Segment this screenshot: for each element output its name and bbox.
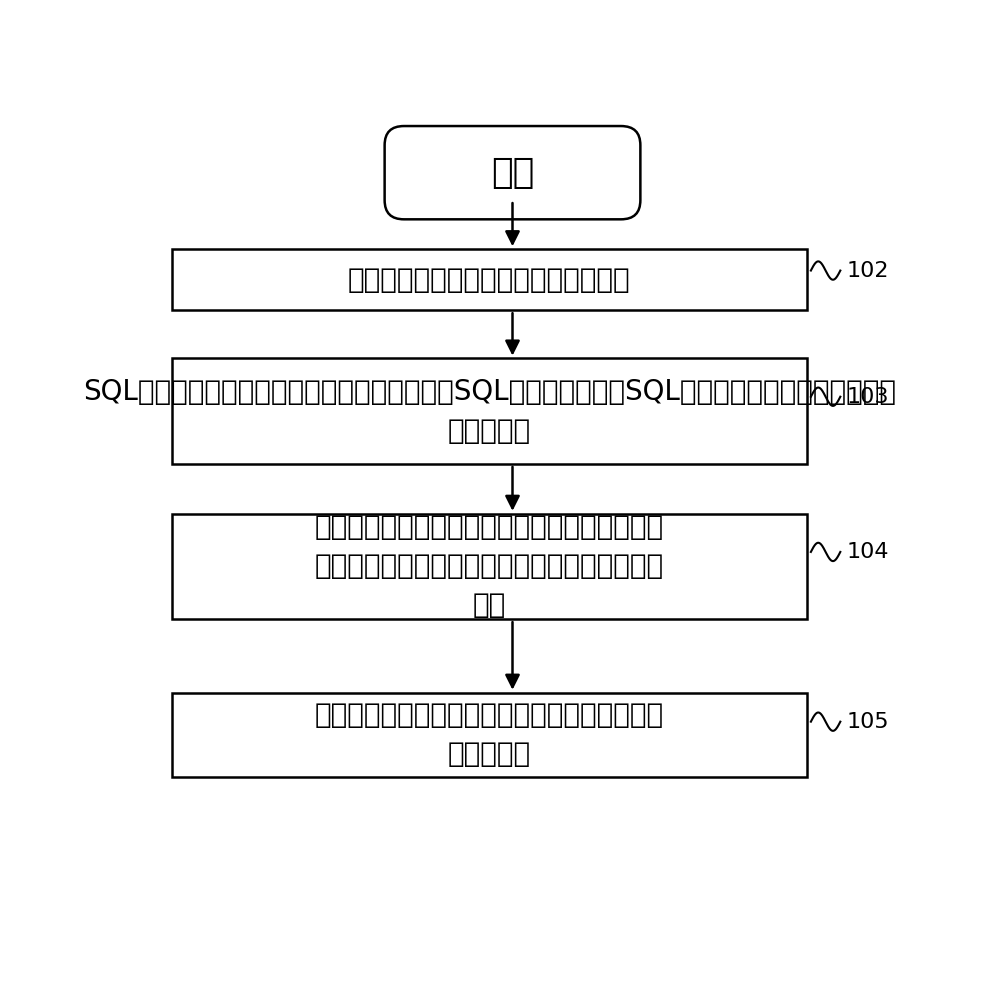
Text: SQL语法解析装置接收到对全局视图进行操作的SQL语句，根据所述SQL语句生成全局任务，提交给任
务调度装置: SQL语法解析装置接收到对全局视图进行操作的SQL语句，根据所述SQL语句生成全… xyxy=(83,377,896,445)
Text: 105: 105 xyxy=(847,712,889,732)
Text: 开始: 开始 xyxy=(491,156,534,190)
FancyBboxPatch shape xyxy=(172,358,807,464)
Text: 103: 103 xyxy=(847,386,889,407)
FancyBboxPatch shape xyxy=(385,126,640,219)
Text: 102: 102 xyxy=(847,260,889,281)
Text: 针对所述多个异构数据库生成全局视图: 针对所述多个异构数据库生成全局视图 xyxy=(348,266,631,294)
Text: 任务调度装置将全局任务分解为对于各个异构数
据库的子任务，并将子任务分派到任务执行代理
装置: 任务调度装置将全局任务分解为对于各个异构数 据库的子任务，并将子任务分派到任务执… xyxy=(315,513,664,620)
FancyBboxPatch shape xyxy=(172,693,807,777)
Text: 任务执行代理单元在与子任务对应的异构数据库
中执行操作: 任务执行代理单元在与子任务对应的异构数据库 中执行操作 xyxy=(315,701,664,769)
FancyBboxPatch shape xyxy=(172,249,807,310)
FancyBboxPatch shape xyxy=(172,513,807,620)
Text: 104: 104 xyxy=(847,542,889,562)
